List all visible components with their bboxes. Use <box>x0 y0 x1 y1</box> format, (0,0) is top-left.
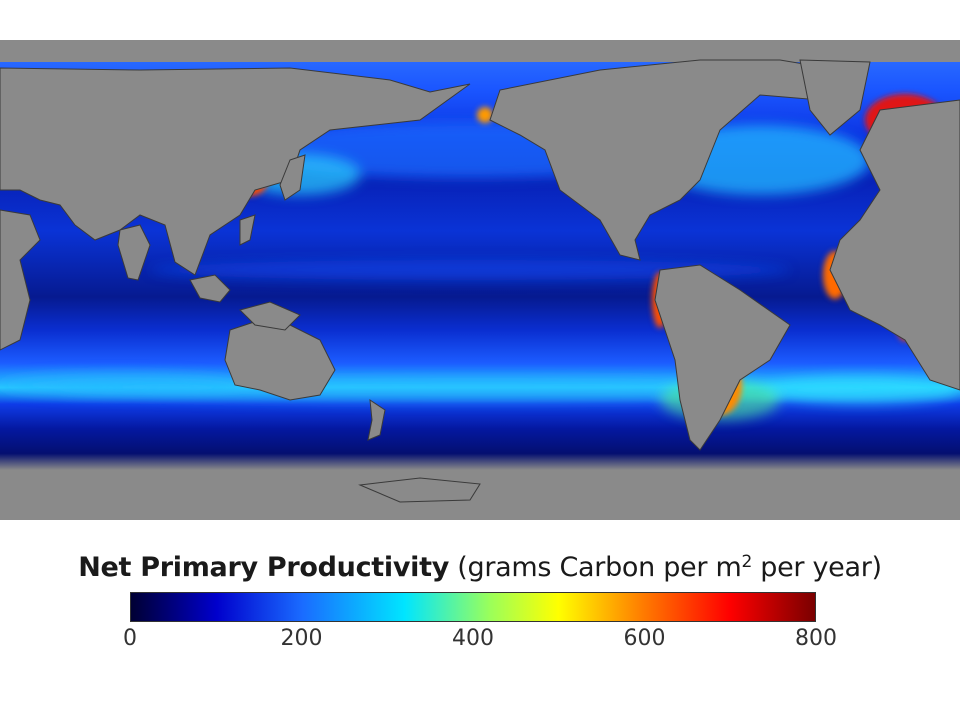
india <box>117 224 151 281</box>
map-svg <box>0 40 960 520</box>
colorbar <box>130 592 816 622</box>
borneo <box>189 274 231 303</box>
legend-unit-sup: 2 <box>741 552 752 572</box>
legend-unit-prefix: (grams Carbon per m <box>457 552 742 583</box>
productivity-map <box>0 40 960 520</box>
antarctica <box>0 470 960 520</box>
land-masses <box>0 59 960 520</box>
legend-unit-suffix: per year) <box>751 552 882 583</box>
eurasia <box>0 67 471 276</box>
legend-title-unit: (grams Carbon per m2 per year) <box>457 552 882 583</box>
colorbar-tick-label: 800 <box>795 626 837 651</box>
philippines <box>239 214 256 246</box>
new-zealand <box>367 398 386 441</box>
colorbar-tick-label: 600 <box>623 626 666 651</box>
new-guinea <box>239 301 301 331</box>
africa-west <box>0 209 41 351</box>
colorbar-tick-label: 200 <box>280 626 323 651</box>
antarctic-peninsula <box>358 477 481 503</box>
greenland <box>799 59 871 136</box>
legend-title-bold: Net Primary Productivity <box>78 552 449 583</box>
africa-europe <box>829 99 960 391</box>
japan <box>279 154 306 201</box>
south-america <box>654 264 791 451</box>
legend-title: Net Primary Productivity (grams Carbon p… <box>0 552 960 583</box>
colorbar-tick-label: 400 <box>452 626 494 651</box>
colorbar-tick-label: 0 <box>123 626 137 651</box>
arctic-region <box>0 40 960 62</box>
